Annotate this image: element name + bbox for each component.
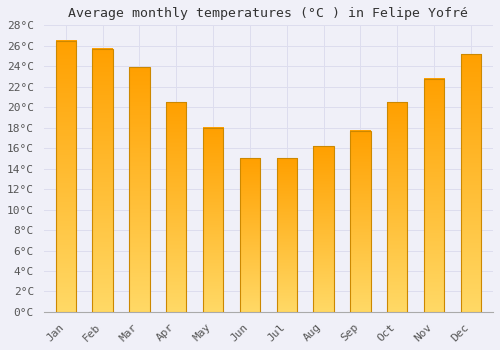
Bar xyxy=(350,131,370,312)
Bar xyxy=(166,102,186,312)
Title: Average monthly temperatures (°C ) in Felipe Yofré: Average monthly temperatures (°C ) in Fe… xyxy=(68,7,468,20)
Bar xyxy=(276,158,297,312)
Bar xyxy=(461,54,481,312)
Bar xyxy=(92,49,112,312)
Bar xyxy=(56,41,76,312)
Bar xyxy=(130,67,150,312)
Bar xyxy=(203,128,223,312)
Bar xyxy=(424,78,444,312)
Bar xyxy=(314,146,334,312)
Bar xyxy=(240,158,260,312)
Bar xyxy=(387,102,407,312)
